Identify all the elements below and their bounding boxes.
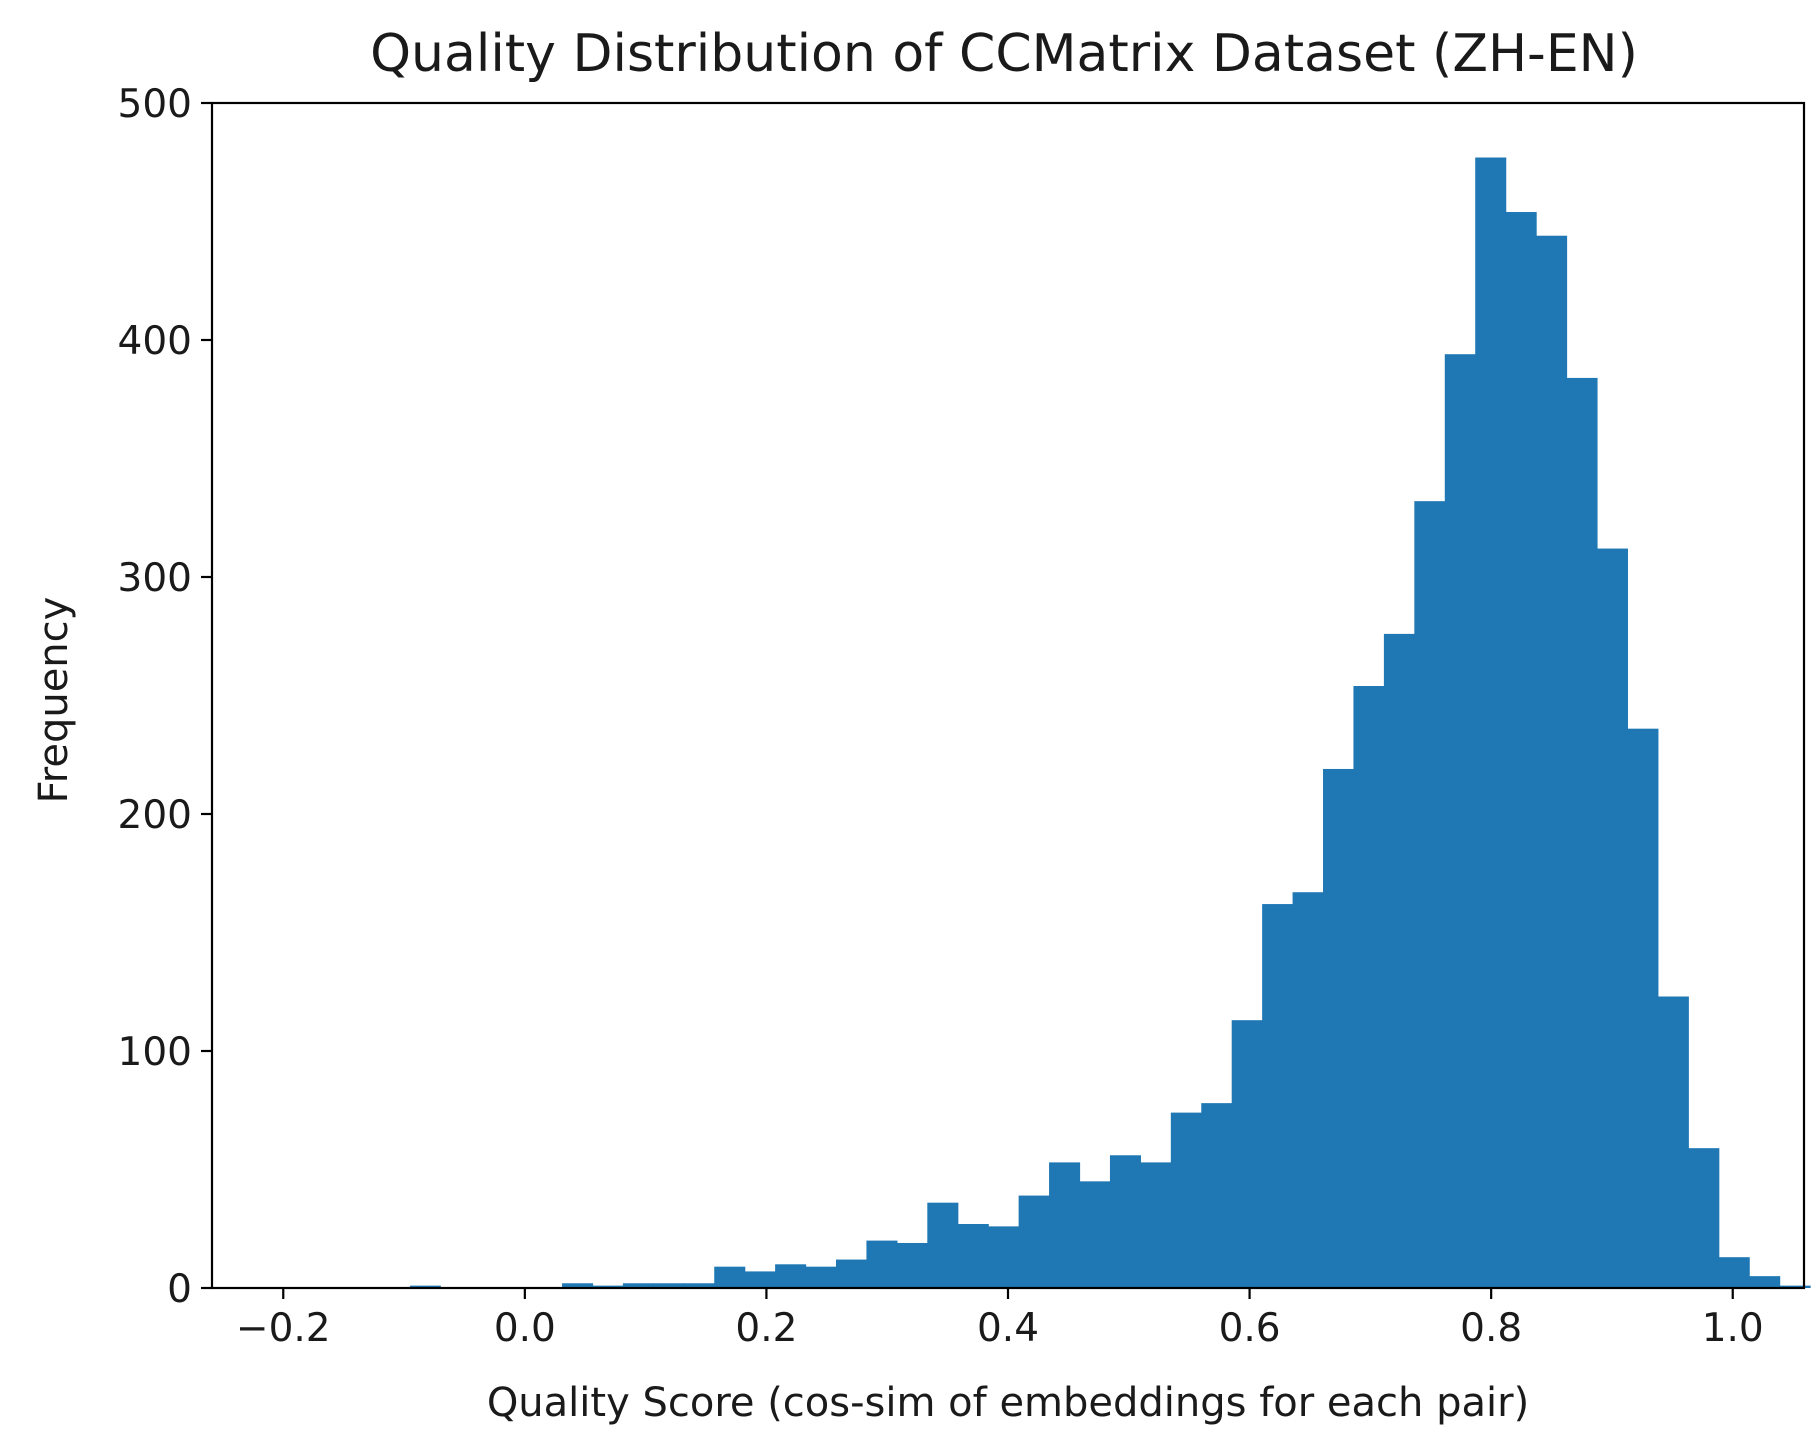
y-axis-ticks: 0 100 200 300 400 500 — [118, 82, 212, 1312]
histogram-bar — [1657, 996, 1689, 1288]
histogram-bar — [896, 1242, 928, 1288]
y-axis-label: Frequency — [31, 597, 77, 804]
histogram-bar — [1353, 686, 1385, 1288]
histogram-bar — [592, 1285, 624, 1288]
histogram-bar — [957, 1224, 989, 1288]
histogram-bar — [622, 1283, 654, 1288]
y-tick-label: 200 — [118, 793, 192, 838]
histogram-bar — [775, 1264, 807, 1288]
x-axis-label: Quality Score (cos-sim of embeddings for… — [487, 1380, 1529, 1426]
histogram-bar — [1323, 768, 1355, 1288]
histogram-bar — [1414, 501, 1446, 1288]
histogram-bar — [1079, 1181, 1111, 1288]
x-tick-label: 0.8 — [1460, 1306, 1522, 1351]
histogram-bar — [714, 1266, 746, 1288]
y-tick-label: 300 — [118, 556, 192, 601]
histogram-bar — [1688, 1148, 1720, 1288]
x-tick-label: −0.2 — [236, 1306, 331, 1351]
chart-title: Quality Distribution of CCMatrix Dataset… — [370, 24, 1638, 84]
histogram-bar — [1475, 157, 1507, 1288]
histogram-bar — [1749, 1276, 1781, 1288]
y-tick-label: 100 — [118, 1030, 192, 1075]
histogram-bar — [1231, 1020, 1263, 1288]
histogram-bar — [927, 1202, 959, 1288]
histogram-bar — [805, 1266, 837, 1288]
histogram-bar — [1627, 728, 1659, 1288]
histogram-bar — [1262, 904, 1294, 1288]
x-tick-label: 0.4 — [977, 1306, 1039, 1351]
histogram-bar — [1383, 633, 1415, 1288]
y-tick-label: 400 — [118, 319, 192, 364]
y-tick-label: 0 — [167, 1267, 192, 1312]
histogram-bar — [409, 1285, 441, 1288]
histogram-bar — [744, 1271, 776, 1288]
histogram-bar — [1596, 548, 1629, 1288]
histogram-bar — [1109, 1155, 1141, 1288]
histogram-bar — [1049, 1162, 1081, 1288]
x-tick-label: 0.0 — [494, 1306, 556, 1351]
histogram-bar — [562, 1283, 594, 1288]
x-tick-label: 1.0 — [1702, 1306, 1764, 1351]
histogram-bar — [1292, 892, 1324, 1288]
histogram-bars — [409, 157, 1811, 1289]
histogram-bar — [988, 1226, 1020, 1288]
histogram-bar — [653, 1283, 685, 1288]
x-axis-ticks: −0.2 0.0 0.2 0.4 0.6 0.8 1.0 — [236, 1288, 1764, 1351]
histogram-bar — [1444, 354, 1476, 1289]
y-tick-label: 500 — [118, 82, 192, 127]
histogram-bar — [1201, 1103, 1233, 1288]
histogram-bar — [1140, 1162, 1172, 1288]
x-tick-label: 0.6 — [1219, 1306, 1281, 1351]
histogram-bar — [1170, 1112, 1202, 1288]
histogram-bar — [1566, 377, 1598, 1288]
histogram-bar — [1718, 1257, 1750, 1288]
histogram-bar — [1779, 1285, 1811, 1288]
x-tick-label: 0.2 — [735, 1306, 797, 1351]
histogram-bar — [683, 1283, 715, 1288]
histogram-bar — [1536, 235, 1568, 1289]
histogram-bar — [866, 1240, 898, 1288]
histogram-bar — [1505, 212, 1537, 1288]
histogram-bar — [1018, 1195, 1050, 1288]
histogram-bar — [835, 1259, 868, 1288]
